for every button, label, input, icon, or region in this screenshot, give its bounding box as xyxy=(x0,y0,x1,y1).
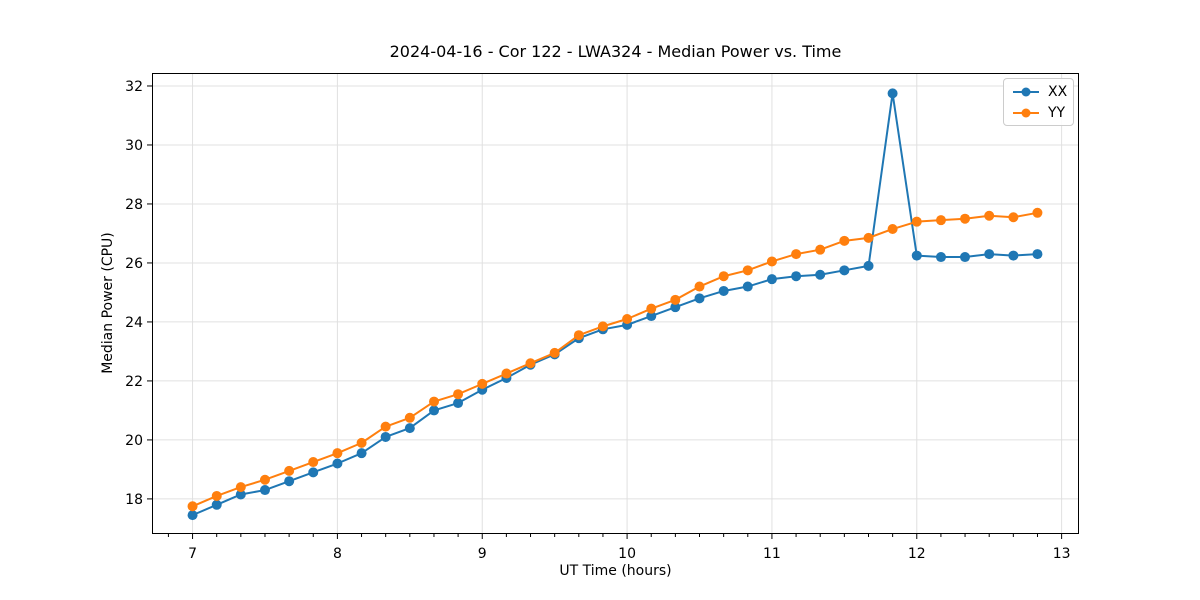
data-point xyxy=(259,485,270,496)
data-point xyxy=(766,274,777,285)
series-line-xx xyxy=(191,92,1039,517)
data-point xyxy=(211,490,222,501)
data-point xyxy=(646,303,657,314)
data-point xyxy=(815,244,826,255)
data-point xyxy=(187,510,198,521)
data-point xyxy=(1032,249,1043,260)
data-point xyxy=(791,249,802,260)
data-point xyxy=(259,474,270,485)
data-point xyxy=(429,396,440,407)
data-point xyxy=(477,378,488,389)
data-point xyxy=(815,269,826,280)
data-point xyxy=(766,256,777,267)
data-point xyxy=(863,260,874,271)
series-markers-yy xyxy=(187,207,1043,512)
data-point xyxy=(501,368,512,379)
data-point xyxy=(911,216,922,227)
data-point xyxy=(525,358,536,369)
legend: XX YY xyxy=(1003,78,1074,126)
data-point xyxy=(380,431,391,442)
data-point xyxy=(453,389,464,400)
legend-label-yy: YY xyxy=(1048,104,1066,121)
data-point xyxy=(839,235,850,246)
x-tick-label: 10 xyxy=(618,546,636,562)
y-tick-label: 28 xyxy=(125,197,143,213)
data-point xyxy=(187,501,198,512)
data-point xyxy=(284,465,295,476)
data-point xyxy=(380,421,391,432)
y-tick-label: 24 xyxy=(125,315,143,331)
y-tick-label: 20 xyxy=(125,433,143,449)
series-markers-xx xyxy=(187,88,1043,521)
data-point xyxy=(1008,250,1019,261)
data-point xyxy=(839,265,850,276)
data-point xyxy=(887,224,898,235)
data-point xyxy=(308,457,319,468)
data-point xyxy=(235,482,246,493)
data-point xyxy=(308,467,319,478)
data-point xyxy=(211,499,222,510)
data-point xyxy=(1032,207,1043,218)
x-tick-label: 9 xyxy=(478,546,487,562)
data-point xyxy=(935,252,946,263)
series-line-yy xyxy=(191,211,1039,508)
data-point xyxy=(935,215,946,226)
legend-item-xx: XX xyxy=(1011,83,1073,101)
data-point xyxy=(646,311,657,322)
data-point xyxy=(960,252,971,263)
x-axis-label: UT Time (hours) xyxy=(559,563,672,579)
data-point xyxy=(404,412,415,423)
plot-border xyxy=(152,73,1079,534)
data-point xyxy=(332,448,343,459)
y-tick-label: 30 xyxy=(125,138,143,154)
data-point xyxy=(404,423,415,434)
y-tick-label: 18 xyxy=(125,492,143,508)
data-point xyxy=(356,448,367,459)
y-axis-label: Median Power (CPU) xyxy=(100,232,116,374)
data-point xyxy=(984,249,995,260)
data-point xyxy=(597,321,608,332)
y-tick-label: 26 xyxy=(125,256,143,272)
x-tick-label: 11 xyxy=(763,546,781,562)
data-point xyxy=(718,285,729,296)
data-point xyxy=(670,294,681,305)
data-point xyxy=(356,437,367,448)
data-point xyxy=(284,476,295,487)
data-point xyxy=(887,88,898,99)
legend-label-xx: XX xyxy=(1048,83,1068,100)
data-point xyxy=(1008,212,1019,223)
data-point xyxy=(742,265,753,276)
legend-line-sample-xx xyxy=(1013,87,1039,96)
y-tick-label: 22 xyxy=(125,374,143,390)
data-point xyxy=(670,302,681,313)
chart-title: 2024-04-16 - Cor 122 - LWA324 - Median P… xyxy=(389,42,842,61)
data-point xyxy=(694,281,705,292)
data-point xyxy=(622,313,633,324)
data-point xyxy=(235,489,246,500)
x-tick-label: 13 xyxy=(1053,546,1071,562)
legend-item-yy: YY xyxy=(1011,104,1073,122)
y-tick-label: 32 xyxy=(125,79,143,95)
data-point xyxy=(453,398,464,409)
data-point xyxy=(332,458,343,469)
data-point xyxy=(429,405,440,416)
x-tick-label: 12 xyxy=(908,546,926,562)
x-tick-label: 8 xyxy=(333,546,342,562)
data-point xyxy=(742,281,753,292)
x-tick-label: 7 xyxy=(188,546,197,562)
data-point xyxy=(573,330,584,341)
data-point xyxy=(549,347,560,358)
data-point xyxy=(863,232,874,243)
data-point xyxy=(911,250,922,261)
data-point xyxy=(984,210,995,221)
data-point xyxy=(694,293,705,304)
data-point xyxy=(960,213,971,224)
data-point xyxy=(718,271,729,282)
data-point xyxy=(791,271,802,282)
legend-line-sample-yy xyxy=(1013,108,1039,117)
